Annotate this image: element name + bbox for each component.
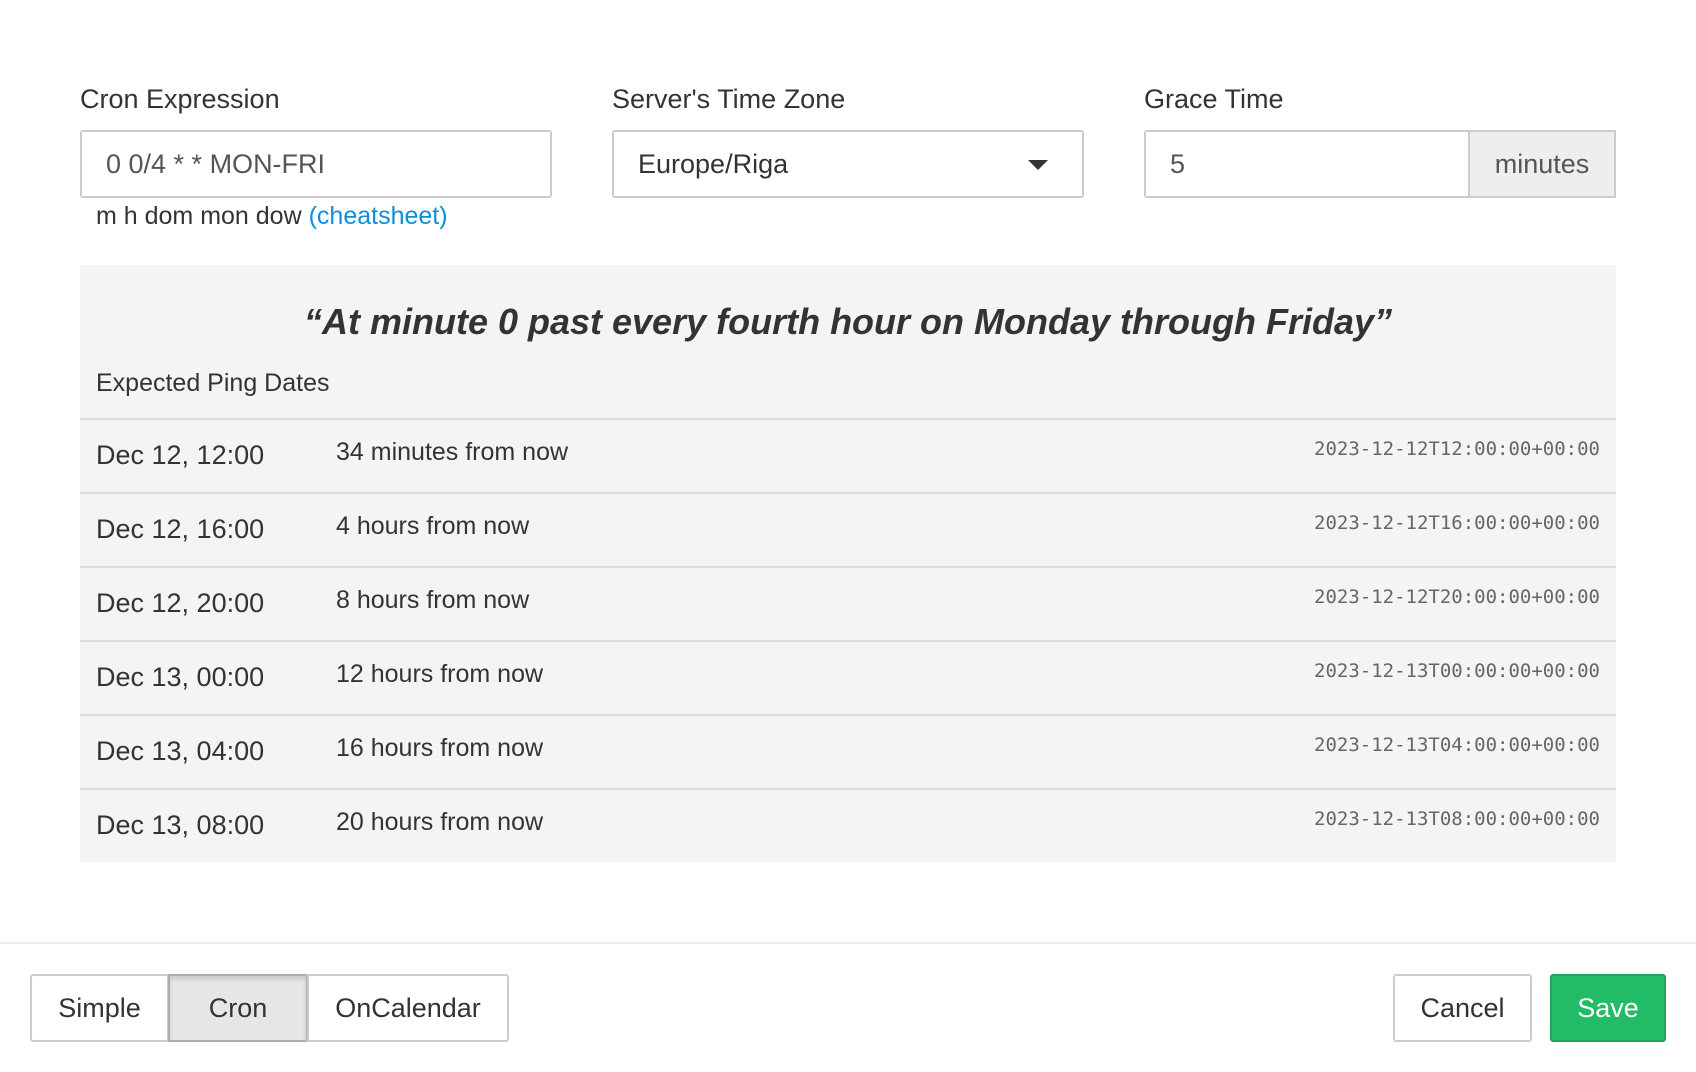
ping-date: Dec 12, 12:00 [96,440,265,470]
cheatsheet-link[interactable]: (cheatsheet) [308,202,448,230]
grace-label: Grace Time [1144,84,1284,114]
timezone-value: Europe/Riga [638,148,789,179]
ping-date-row: Dec 12, 16:00 4 hours from now 2023-12-12T… [80,492,1616,566]
ping-date-row: Dec 13, 08:00 20 hours from now 2023-12-13… [80,788,1616,862]
cron-help-text: m h dom mon dow [96,202,302,230]
cron-help: m h dom mon dow (cheatsheet) [96,202,448,231]
grace-unit: minutes [1468,130,1616,198]
ping-iso: 2023-12-13T00:00:00+00:00 [1314,660,1600,682]
ping-date: Dec 13, 08:00 [96,810,265,840]
ping-iso: 2023-12-12T20:00:00+00:00 [1314,586,1600,608]
ping-iso: 2023-12-12T12:00:00+00:00 [1314,438,1600,460]
ping-date-row: Dec 13, 00:00 12 hours from now 2023-12-13… [80,640,1616,714]
grace-time-input[interactable]: 5 [1170,148,1186,179]
mode-cron-button[interactable]: Cron [168,974,308,1042]
cron-description: “At minute 0 past every fourth hour on M… [303,301,1393,342]
ping-date: Dec 12, 20:00 [96,588,265,618]
footer-divider [0,942,1696,944]
chevron-down-icon [1028,160,1048,170]
ping-relative: 16 hours from now [336,734,544,762]
ping-date: Dec 12, 16:00 [96,514,265,544]
expected-ping-dates-title: Expected Ping Dates [96,369,330,397]
ping-relative: 34 minutes from now [336,438,569,466]
save-button[interactable]: Save [1550,974,1666,1042]
grace-time-group: 5 minutes [1144,130,1616,198]
cron-label: Cron Expression [80,84,280,114]
ping-date-row: Dec 12, 20:00 8 hours from now 2023-12-12T… [80,566,1616,640]
ping-iso: 2023-12-13T08:00:00+00:00 [1314,808,1600,830]
ping-iso: 2023-12-13T04:00:00+00:00 [1314,734,1600,756]
ping-date: Dec 13, 04:00 [96,736,265,766]
timezone-select[interactable]: Europe/Riga [612,130,1084,198]
timezone-label: Server's Time Zone [612,84,846,114]
ping-relative: 4 hours from now [336,512,530,540]
ping-iso: 2023-12-12T16:00:00+00:00 [1314,512,1600,534]
ping-date-row: Dec 13, 04:00 16 hours from now 2023-12-13… [80,714,1616,788]
ping-relative: 20 hours from now [336,808,544,836]
cron-expression-input[interactable]: 0 0/4 * * MON-FRI [80,130,552,198]
mode-simple-button[interactable]: Simple [30,974,169,1042]
ping-date: Dec 13, 00:00 [96,662,265,692]
ping-date-row: Dec 12, 12:00 34 minutes from now 2023-12-… [80,418,1616,492]
cron-preview-panel: “At minute 0 past every fourth hour on M… [80,265,1616,862]
mode-oncalendar-button[interactable]: OnCalendar [307,974,509,1042]
ping-relative: 12 hours from now [336,660,544,688]
ping-relative: 8 hours from now [336,586,530,614]
cancel-button[interactable]: Cancel [1393,974,1532,1042]
